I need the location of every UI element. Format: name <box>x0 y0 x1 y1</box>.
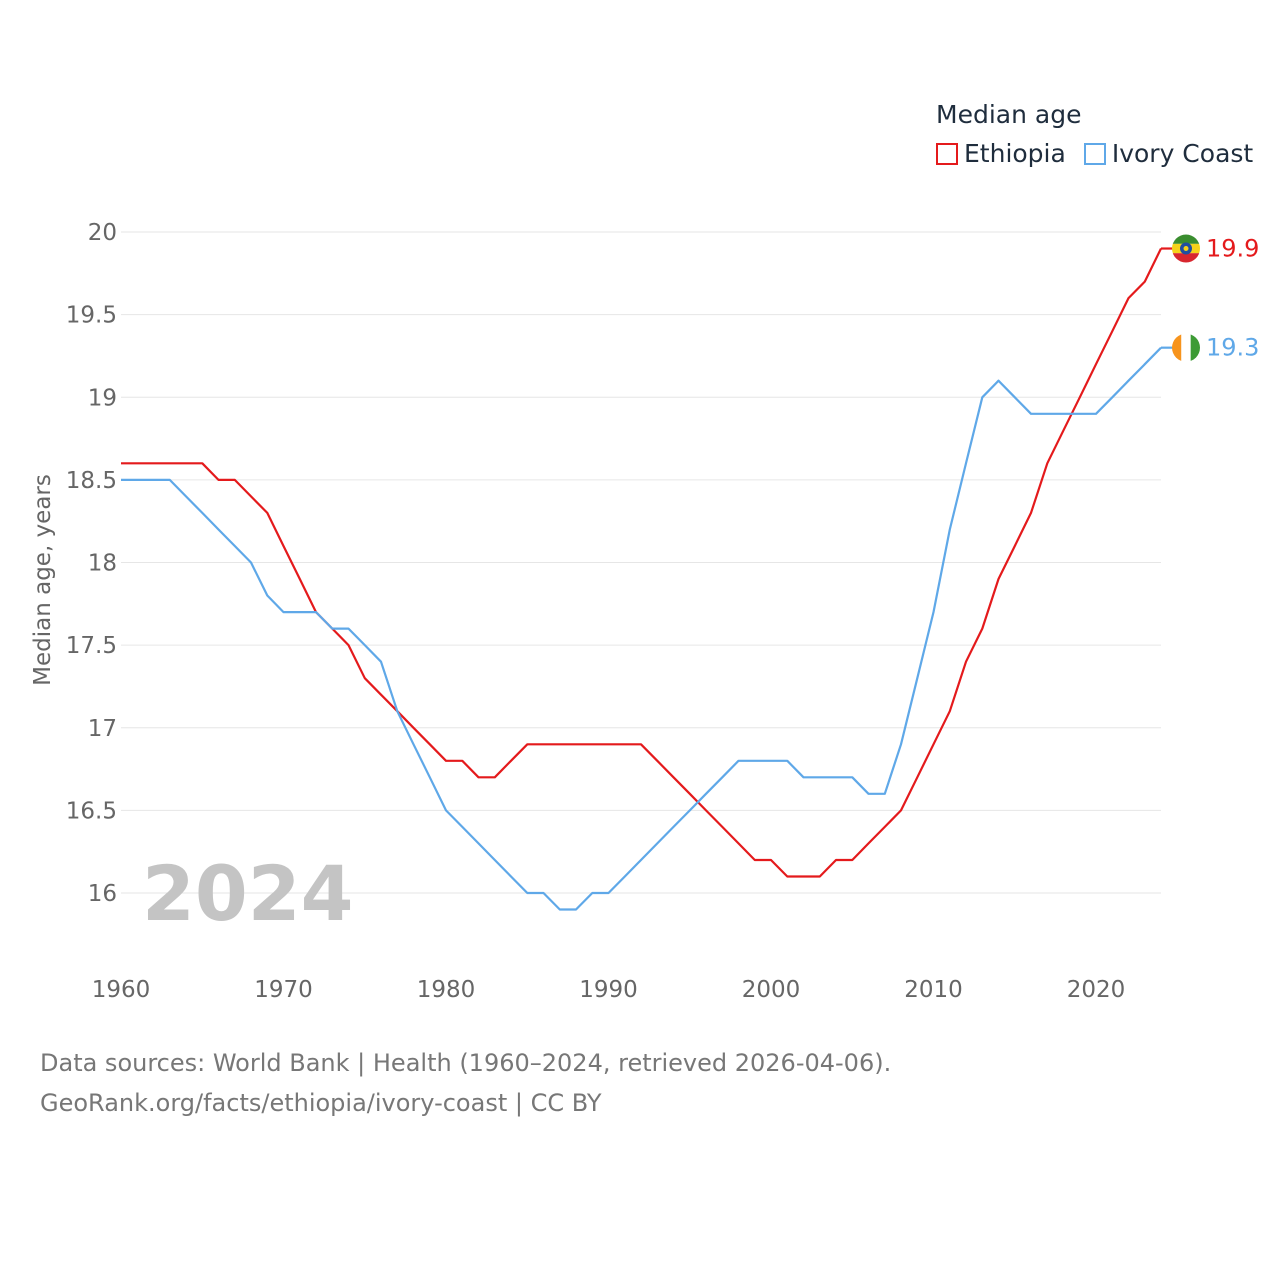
series-line-ivory-coast <box>121 346 1162 911</box>
year-watermark: 2024 <box>142 849 354 938</box>
y-tick-label: 16.5 <box>66 798 117 824</box>
x-tick-label: 1990 <box>579 977 638 1003</box>
x-tick-label: 2020 <box>1067 977 1126 1003</box>
legend-swatch-ethiopia <box>936 142 958 165</box>
legend-label-ethiopia: Ethiopia <box>964 139 1066 168</box>
x-tick-label: 2010 <box>904 977 963 1003</box>
end-labels: 19.9 19.3 <box>1161 234 1259 362</box>
y-tick-label: 19 <box>88 385 117 411</box>
legend: Median age Ethiopia Ivory Coast <box>936 100 1271 168</box>
end-value-label: 19.3 <box>1206 334 1259 362</box>
y-axis-ticks: 16 16.5 17 17.5 18 18.5 19 19.5 20 <box>66 220 117 907</box>
legend-item-ethiopia[interactable]: Ethiopia <box>936 139 1066 168</box>
series-line-ethiopia <box>121 248 1162 878</box>
legend-swatch-ivory-coast <box>1083 142 1106 165</box>
x-tick-label: 1970 <box>254 977 313 1003</box>
y-tick-label: 20 <box>88 220 117 246</box>
ethiopia-flag-icon <box>1172 234 1200 263</box>
legend-item-ivory-coast[interactable]: Ivory Coast <box>1083 139 1254 168</box>
x-tick-label: 1960 <box>92 977 151 1003</box>
y-tick-label: 19.5 <box>66 303 117 329</box>
y-tick-label: 17 <box>88 716 117 742</box>
legend-label-ivory-coast: Ivory Coast <box>1111 139 1254 168</box>
x-axis-ticks: 1960 1970 1980 1990 2000 2010 2020 <box>92 977 1126 1003</box>
y-axis-label: Median age, years <box>30 474 56 686</box>
gridlines <box>121 231 1161 894</box>
x-tick-label: 1980 <box>417 977 476 1003</box>
y-tick-label: 17.5 <box>66 633 117 659</box>
x-tick-label: 2000 <box>742 977 801 1003</box>
data-sources: Data sources: World Bank | Health (1960–… <box>40 1043 891 1123</box>
y-tick-label: 18 <box>88 551 117 577</box>
ivory-coast-flag-icon <box>1172 333 1200 362</box>
y-tick-label: 16 <box>88 881 117 907</box>
end-value-label: 19.9 <box>1206 235 1259 263</box>
y-tick-label: 18.5 <box>66 468 117 494</box>
legend-entries: Ethiopia Ivory Coast <box>936 139 1271 168</box>
legend-title: Median age <box>936 100 1082 129</box>
source-line-2: GeoRank.org/facts/ethiopia/ivory-coast |… <box>40 1089 602 1117</box>
source-line-1: Data sources: World Bank | Health (1960–… <box>40 1049 892 1077</box>
series-lines <box>121 248 1162 911</box>
